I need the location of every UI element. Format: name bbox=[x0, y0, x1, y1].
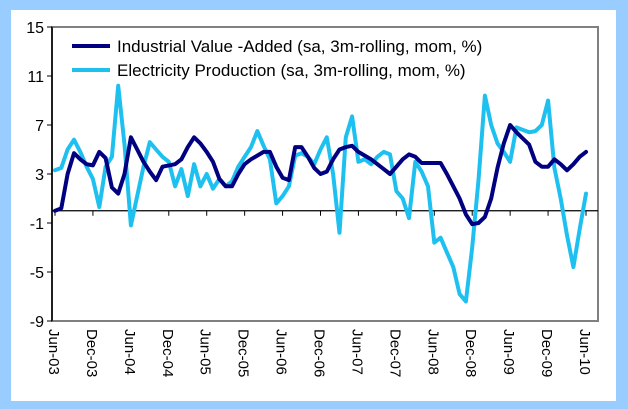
x-tick-label: Jun-04 bbox=[121, 329, 138, 375]
x-tick-label: Jun-06 bbox=[273, 329, 290, 375]
x-tick-label: Jun-07 bbox=[348, 329, 365, 375]
x-tick-label: Jun-08 bbox=[424, 329, 441, 375]
x-tick-label: Dec-06 bbox=[311, 329, 328, 377]
x-tick-label: Dec-05 bbox=[235, 329, 252, 377]
y-tick-label: -1 bbox=[30, 216, 44, 233]
x-tick-label: Jun-03 bbox=[45, 329, 62, 375]
x-tick-label: Dec-03 bbox=[83, 329, 100, 377]
series-line-electricity-production bbox=[53, 83, 588, 304]
x-tick-label: Dec-09 bbox=[538, 329, 555, 377]
y-tick-label: 11 bbox=[27, 69, 44, 86]
y-tick-label: 15 bbox=[26, 20, 44, 37]
y-tick-label: -9 bbox=[30, 314, 44, 331]
x-tick-label: Jun-09 bbox=[500, 329, 517, 375]
series-line-industrial-value-added bbox=[53, 123, 588, 227]
y-axis: 15 11 7 3 -1 -5 -9 bbox=[26, 20, 53, 331]
x-tick-label: Jun-10 bbox=[576, 329, 593, 375]
y-tick-label: 7 bbox=[35, 118, 44, 135]
x-tick-label: Dec-04 bbox=[159, 329, 176, 377]
series-lines bbox=[53, 83, 588, 304]
legend-label-industrial: Industrial Value -Added (sa, 3m-rolling,… bbox=[117, 37, 482, 56]
y-tick-label: 3 bbox=[35, 167, 44, 184]
legend-label-electricity: Electricity Production (sa, 3m-rolling, … bbox=[117, 61, 466, 80]
chart-frame: 15 11 7 3 -1 -5 -9 Jun-03 Dec-03 Jun-04 Dec-04 Jun… bbox=[11, 10, 616, 401]
legend: Industrial Value -Added (sa, 3m-rolling,… bbox=[72, 37, 482, 80]
x-tick-label: Jun-05 bbox=[197, 329, 214, 375]
x-tick-label: Dec-07 bbox=[386, 329, 403, 377]
y-tick-label: -5 bbox=[30, 265, 44, 282]
x-tick-label: Dec-08 bbox=[462, 329, 479, 377]
x-axis: Jun-03 Dec-03 Jun-04 Dec-04 Jun-05 Dec-05 Jun-… bbox=[45, 210, 598, 377]
